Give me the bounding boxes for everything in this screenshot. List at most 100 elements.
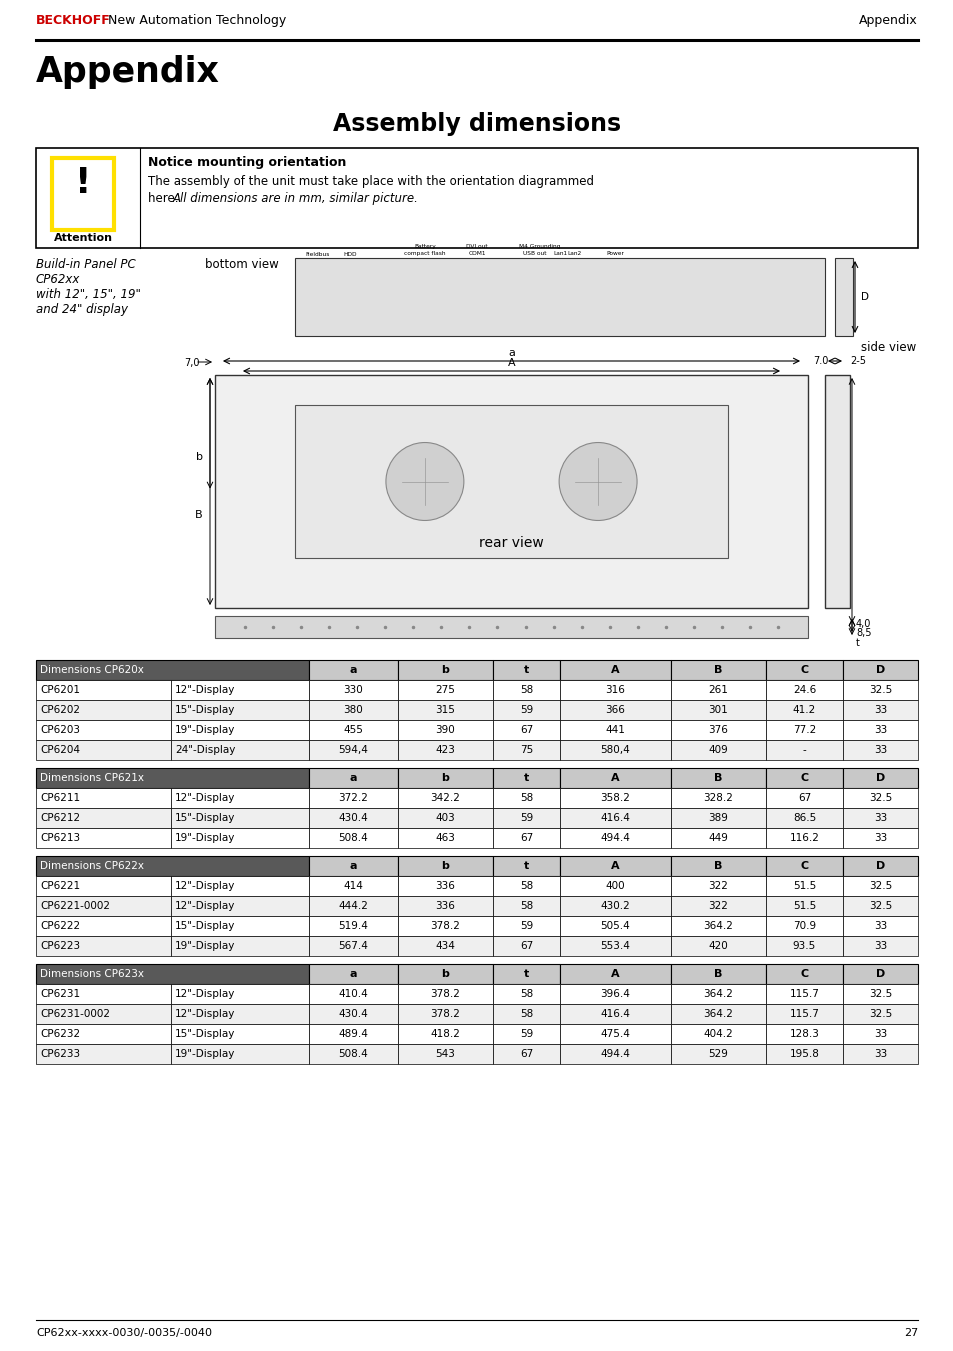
Text: 455: 455 bbox=[343, 725, 363, 735]
Bar bbox=[171, 1044, 309, 1065]
Bar bbox=[670, 767, 765, 788]
Bar bbox=[559, 936, 670, 957]
Bar bbox=[36, 857, 309, 875]
Bar bbox=[397, 661, 493, 680]
Bar bbox=[559, 661, 670, 680]
Text: 494.4: 494.4 bbox=[600, 1048, 630, 1059]
Text: C: C bbox=[800, 773, 808, 784]
Bar bbox=[397, 857, 493, 875]
Bar bbox=[765, 680, 842, 700]
Text: 93.5: 93.5 bbox=[792, 942, 815, 951]
Bar bbox=[842, 936, 917, 957]
Text: 32.5: 32.5 bbox=[868, 881, 891, 892]
Bar bbox=[397, 808, 493, 828]
Text: 58: 58 bbox=[519, 901, 533, 911]
Bar bbox=[765, 875, 842, 896]
Text: 463: 463 bbox=[436, 834, 455, 843]
Bar bbox=[670, 984, 765, 1004]
Bar bbox=[36, 984, 171, 1004]
Bar bbox=[36, 1024, 171, 1044]
Bar bbox=[493, 700, 559, 720]
Text: 366: 366 bbox=[605, 705, 625, 715]
Text: 567.4: 567.4 bbox=[338, 942, 368, 951]
Text: 32.5: 32.5 bbox=[868, 793, 891, 802]
Text: 416.4: 416.4 bbox=[600, 813, 630, 823]
Text: 12"-Display: 12"-Display bbox=[174, 881, 235, 892]
Text: CP6213: CP6213 bbox=[40, 834, 80, 843]
Text: t: t bbox=[523, 665, 529, 676]
Bar bbox=[309, 828, 397, 848]
Text: Dimensions CP622x: Dimensions CP622x bbox=[40, 861, 144, 871]
Bar bbox=[842, 916, 917, 936]
Text: 12"-Display: 12"-Display bbox=[174, 685, 235, 694]
Text: 33: 33 bbox=[873, 834, 886, 843]
Bar bbox=[171, 896, 309, 916]
Bar bbox=[493, 740, 559, 761]
Bar bbox=[294, 258, 824, 336]
Bar bbox=[171, 1024, 309, 1044]
Bar bbox=[309, 1024, 397, 1044]
Bar bbox=[559, 680, 670, 700]
Bar bbox=[214, 616, 807, 638]
Text: Dimensions CP620x: Dimensions CP620x bbox=[40, 665, 144, 676]
Bar bbox=[171, 1004, 309, 1024]
Circle shape bbox=[558, 443, 637, 520]
Text: 508.4: 508.4 bbox=[338, 834, 368, 843]
Bar bbox=[842, 808, 917, 828]
Text: 58: 58 bbox=[519, 793, 533, 802]
Bar bbox=[397, 916, 493, 936]
Text: a: a bbox=[350, 969, 356, 979]
Text: 33: 33 bbox=[873, 1048, 886, 1059]
Text: 423: 423 bbox=[436, 744, 455, 755]
Bar bbox=[493, 875, 559, 896]
Bar bbox=[559, 984, 670, 1004]
Text: C: C bbox=[800, 665, 808, 676]
Text: b: b bbox=[441, 773, 449, 784]
Text: M4 Grounding: M4 Grounding bbox=[518, 245, 560, 249]
Bar bbox=[397, 680, 493, 700]
Bar bbox=[397, 896, 493, 916]
Text: B: B bbox=[714, 861, 722, 871]
Text: 24.6: 24.6 bbox=[792, 685, 815, 694]
Bar bbox=[765, 896, 842, 916]
Text: 59: 59 bbox=[519, 813, 533, 823]
Bar bbox=[397, 965, 493, 984]
Bar bbox=[309, 720, 397, 740]
Text: 7,0: 7,0 bbox=[184, 358, 200, 367]
Bar bbox=[842, 896, 917, 916]
Text: 404.2: 404.2 bbox=[703, 1029, 733, 1039]
Text: Fieldbus: Fieldbus bbox=[306, 253, 330, 257]
Text: Lan1: Lan1 bbox=[553, 251, 566, 255]
Text: D: D bbox=[875, 773, 884, 784]
Text: 67: 67 bbox=[797, 793, 810, 802]
Text: 58: 58 bbox=[519, 685, 533, 694]
Text: 32.5: 32.5 bbox=[868, 901, 891, 911]
Bar bbox=[842, 788, 917, 808]
Text: rear view: rear view bbox=[478, 536, 543, 550]
Bar bbox=[670, 740, 765, 761]
Text: D: D bbox=[875, 861, 884, 871]
Text: 2-5: 2-5 bbox=[849, 357, 865, 366]
Text: D: D bbox=[861, 292, 868, 303]
Bar bbox=[670, 965, 765, 984]
Text: The assembly of the unit must take place with the orientation diagrammed: The assembly of the unit must take place… bbox=[148, 176, 594, 188]
Text: 441: 441 bbox=[605, 725, 625, 735]
Text: 51.5: 51.5 bbox=[792, 901, 815, 911]
Text: Appendix: Appendix bbox=[36, 55, 219, 89]
Bar bbox=[493, 936, 559, 957]
Bar bbox=[842, 700, 917, 720]
Text: 403: 403 bbox=[436, 813, 455, 823]
Bar bbox=[765, 740, 842, 761]
Bar bbox=[36, 808, 171, 828]
Bar bbox=[309, 740, 397, 761]
Bar bbox=[493, 1004, 559, 1024]
Bar bbox=[309, 1004, 397, 1024]
Bar bbox=[214, 376, 807, 608]
Text: 58: 58 bbox=[519, 989, 533, 998]
Text: 416.4: 416.4 bbox=[600, 1009, 630, 1019]
Text: and 24" display: and 24" display bbox=[36, 303, 128, 316]
Text: 449: 449 bbox=[708, 834, 728, 843]
Text: 33: 33 bbox=[873, 813, 886, 823]
Text: B: B bbox=[714, 773, 722, 784]
Text: USB out: USB out bbox=[522, 251, 546, 255]
